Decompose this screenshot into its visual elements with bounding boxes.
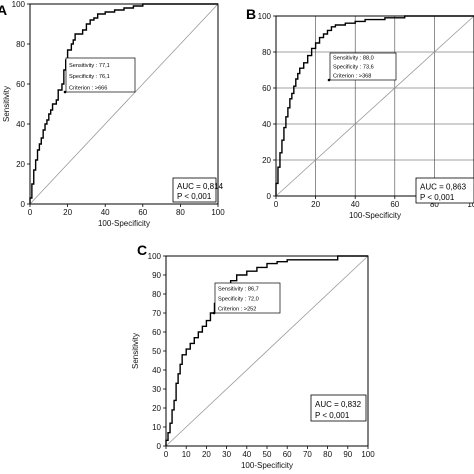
criterion-criterion: Criterion : >252 <box>218 307 256 313</box>
panel-b: B 0 20 40 60 80 100 0 20 40 60 80 100 100-Specificity… <box>246 6 474 220</box>
x-tick-label: 60 <box>138 208 147 217</box>
y-tick-label: 40 <box>16 120 25 129</box>
y-tick-label: 100 <box>258 12 272 21</box>
y-axis-label: Sensitivity <box>2 86 11 122</box>
y-tick-label: 70 <box>152 309 161 318</box>
x-tick-label: 100 <box>361 450 375 459</box>
x-tick-label: 0 <box>28 208 33 217</box>
panel-letter: C <box>137 242 147 258</box>
panel-letter: A <box>0 2 7 18</box>
y-tick-label: 40 <box>152 366 161 375</box>
x-tick-label: 80 <box>430 200 439 209</box>
y-tick-label: 0 <box>21 200 26 209</box>
y-tick-label: 100 <box>148 252 162 261</box>
p-value: P < 0,001 <box>315 411 350 420</box>
panel-c: C 0 10 20 30 40 50 60 70 80 90 100 0 10 20 30 40 50 60 70 80… <box>131 242 375 470</box>
x-tick-label: 40 <box>101 208 110 217</box>
x-tick-label: 50 <box>263 450 272 459</box>
x-axis-label: 100-Specificity <box>98 219 150 228</box>
y-tick-label: 80 <box>262 48 271 57</box>
y-tick-label: 20 <box>16 160 25 169</box>
y-tick-label: 20 <box>152 404 161 413</box>
y-tick-label: 10 <box>152 423 161 432</box>
panel-a: A 0 20 40 60 80 100 0 20 40 60 80 100 100-Specificity… <box>0 0 225 228</box>
auc-box <box>310 394 367 422</box>
criterion-sensitivity: Sensitivity : 86,7 <box>218 287 259 293</box>
x-tick-label: 80 <box>176 208 185 217</box>
p-value: P < 0,001 <box>177 192 212 201</box>
reference-diagonal <box>29 3 219 205</box>
y-tick-label: 40 <box>262 120 271 129</box>
x-tick-label: 40 <box>242 450 251 459</box>
x-tick-label: 0 <box>274 200 279 209</box>
x-tick-label: 100 <box>467 200 474 209</box>
criterion-specificity: Specificity : 73,6 <box>333 65 374 71</box>
roc-curve <box>275 15 474 196</box>
y-axis-label: Sensitivity <box>131 333 140 369</box>
cutoff-point <box>63 90 67 94</box>
y-tick-label: 100 <box>12 0 26 9</box>
auc-value: AUC = 0,814 <box>177 182 224 191</box>
plot-frame <box>29 3 219 205</box>
auc-value: AUC = 0,863 <box>420 183 467 192</box>
x-tick-label: 60 <box>390 200 399 209</box>
x-tick-label: 0 <box>164 450 169 459</box>
y-tick-label: 60 <box>152 328 161 337</box>
p-value: P < 0,001 <box>420 193 455 202</box>
x-tick-label: 60 <box>283 450 292 459</box>
x-tick-label: 100 <box>211 208 225 217</box>
cutoff-point <box>327 78 331 82</box>
x-tick-label: 10 <box>182 450 191 459</box>
criterion-criterion: Criterion : >368 <box>333 74 371 80</box>
y-tick-label: 30 <box>152 385 161 394</box>
criterion-specificity: Specificity : 76,1 <box>69 74 110 80</box>
roc-curve <box>29 3 218 204</box>
panel-letter: B <box>246 6 256 22</box>
y-tick-label: 60 <box>16 80 25 89</box>
criterion-sensitivity: Sensitivity : 88,0 <box>333 56 374 62</box>
reference-diagonal <box>275 15 474 197</box>
criterion-box <box>329 52 397 81</box>
y-tick-label: 20 <box>262 156 271 165</box>
auc-value: AUC = 0,832 <box>315 400 362 409</box>
y-tick-label: 90 <box>152 271 161 280</box>
x-tick-label: 30 <box>222 450 231 459</box>
y-tick-label: 80 <box>152 290 161 299</box>
reference-diagonal <box>165 255 369 447</box>
roc-curve <box>165 255 368 446</box>
y-tick-label: 0 <box>157 442 162 451</box>
plot-frame <box>275 15 474 197</box>
criterion-box <box>214 282 281 314</box>
x-axis-label: 100-Specificity <box>241 461 293 470</box>
y-tick-label: 60 <box>262 84 271 93</box>
cutoff-point <box>212 311 216 315</box>
criterion-box <box>65 57 136 93</box>
x-tick-label: 90 <box>343 450 352 459</box>
criterion-criterion: Criterion : >666 <box>69 86 107 92</box>
criterion-sensitivity: Sensitivity : 77,1 <box>69 63 110 69</box>
y-tick-label: 50 <box>152 347 161 356</box>
x-tick-label: 20 <box>311 200 320 209</box>
y-tick-label: 80 <box>16 40 25 49</box>
x-tick-label: 40 <box>351 200 360 209</box>
y-tick-label: 0 <box>267 192 272 201</box>
x-tick-label: 20 <box>63 208 72 217</box>
x-axis-label: 100-Specificity <box>349 211 401 220</box>
auc-box <box>415 177 474 204</box>
x-tick-label: 20 <box>202 450 211 459</box>
x-tick-label: 80 <box>323 450 332 459</box>
x-tick-label: 70 <box>303 450 312 459</box>
criterion-specificity: Specificity : 72,0 <box>218 297 259 303</box>
auc-box <box>172 177 217 203</box>
